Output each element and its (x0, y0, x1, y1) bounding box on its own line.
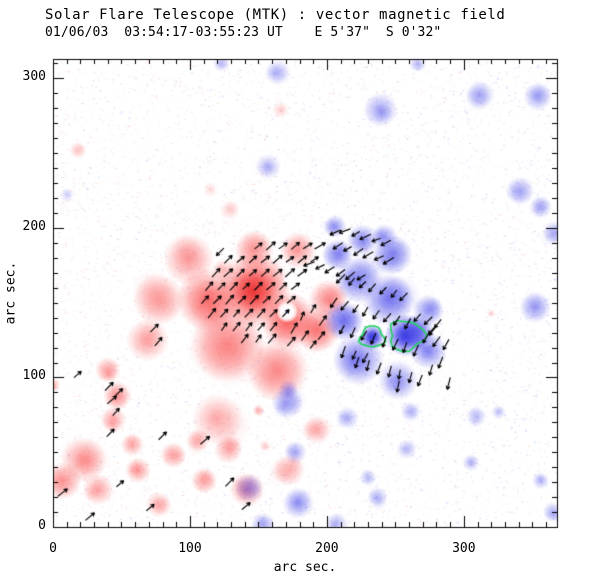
y-axis-label: arc sec. (3, 261, 19, 325)
x-tick-label: 300 (452, 541, 476, 556)
y-tick-label: 200 (22, 218, 46, 234)
x-tick-label: 100 (178, 541, 202, 556)
y-tick-label: 0 (38, 518, 46, 533)
x-tick-label: 0 (49, 541, 57, 556)
plot-title: Solar Flare Telescope (MTK) : vector mag… (45, 7, 506, 23)
x-tick-label: 200 (315, 541, 339, 556)
plot-subtitle: 01/06/03 03:54:17-03:55:23 UT E 5'37" S … (45, 25, 442, 40)
y-tick-label: 100 (22, 368, 46, 384)
x-axis-label: arc sec. (273, 560, 337, 575)
y-tick-label: 300 (22, 69, 46, 85)
